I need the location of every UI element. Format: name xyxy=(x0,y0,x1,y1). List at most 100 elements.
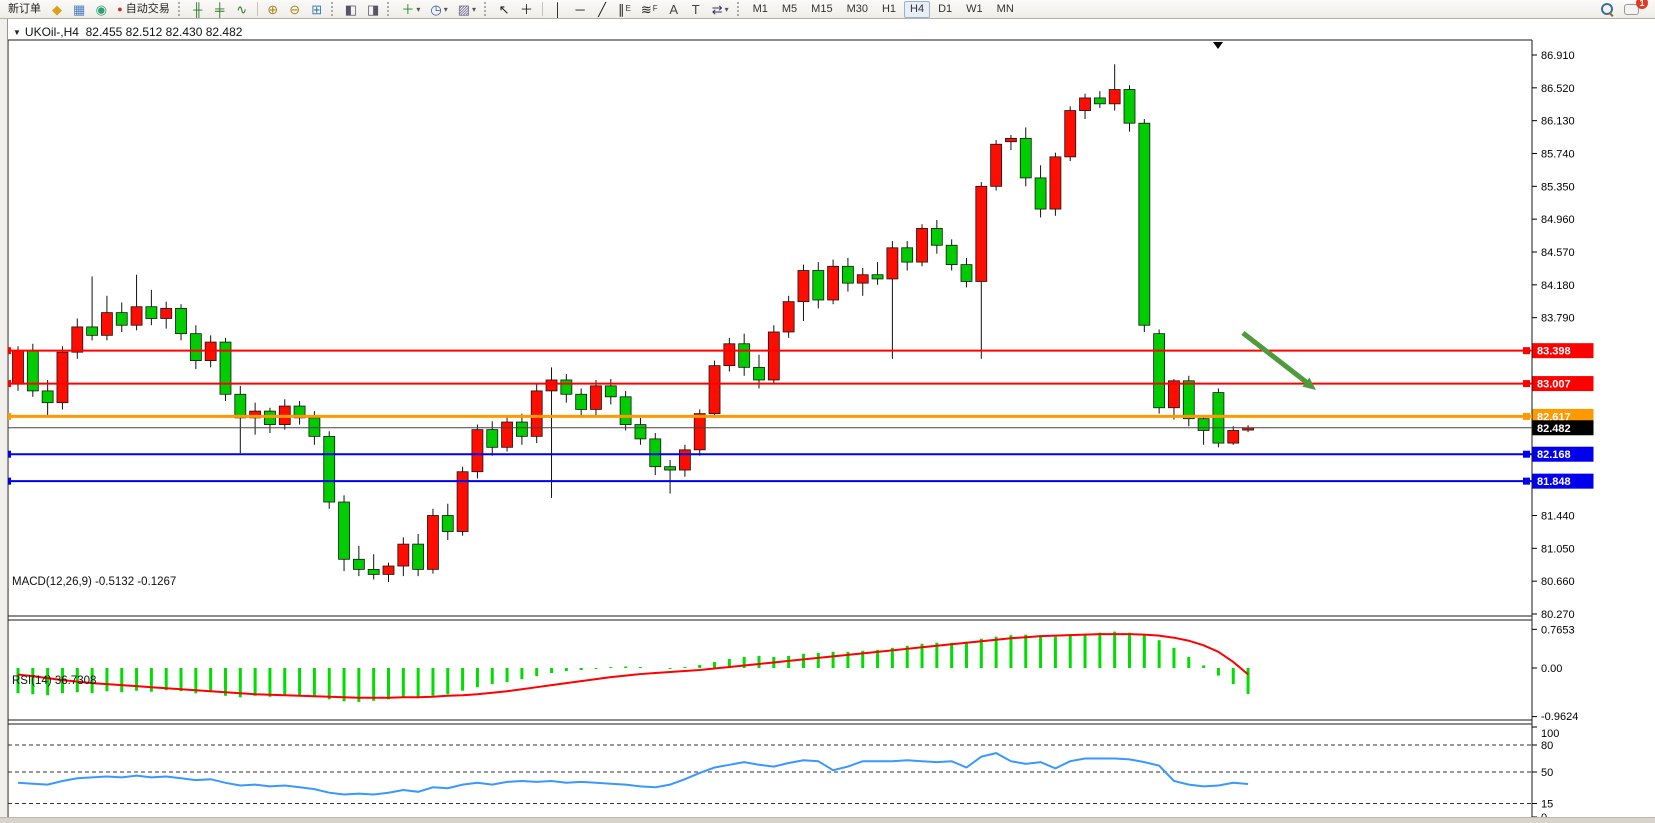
auto-scroll-icon: ◧ xyxy=(344,1,358,17)
chart-shift-button[interactable]: ◨ xyxy=(363,1,383,18)
rsi-tick-label: 100 xyxy=(1541,728,1559,740)
channel-icon: ∥ xyxy=(618,1,625,17)
zoom-out-icon: ⊖ xyxy=(289,1,301,17)
candles-layer xyxy=(12,64,1254,583)
new-chart-icon: ＋ xyxy=(401,1,415,17)
tf-h4[interactable]: H4 xyxy=(904,0,931,18)
shift-marker-icon xyxy=(1213,42,1223,49)
text-button[interactable]: A xyxy=(664,1,684,18)
label-icon: T xyxy=(691,1,700,17)
dropdown-arrow-icon[interactable]: ▾ xyxy=(443,4,448,14)
chat-bubble-icon xyxy=(1624,3,1639,15)
autotrading-button-icon: ● xyxy=(117,3,123,14)
price-tick-label: 81.440 xyxy=(1541,511,1575,523)
arrows-button[interactable]: ⇄ ▾ xyxy=(708,1,733,18)
chart-title[interactable]: ▼ UKOil-,H4 82.455 82.512 82.430 82.482 xyxy=(13,25,242,39)
notifications-button[interactable]: 1 xyxy=(1620,0,1648,18)
tf-m30[interactable]: M30 xyxy=(846,2,868,15)
price-badge: 83.398 xyxy=(1537,346,1571,358)
chart-ohlc-quotes: 82.455 82.512 82.430 82.482 xyxy=(85,25,243,39)
candlestick-chart-button[interactable]: ╪ xyxy=(210,1,230,18)
toolbar-grip xyxy=(736,2,741,16)
price-tick-label: 83.790 xyxy=(1541,313,1575,325)
search-icon xyxy=(1601,2,1614,16)
candlestick-chart-icon: ╪ xyxy=(215,1,225,17)
chart-shift-icon: ◨ xyxy=(367,1,380,17)
window-left-edge xyxy=(0,19,8,823)
fibonacci-button[interactable]: ≋ F xyxy=(640,1,658,17)
bar-chart-icon: ╫ xyxy=(193,1,203,17)
tf-d1[interactable]: D1 xyxy=(938,2,953,15)
price-tick-label: 84.570 xyxy=(1541,247,1575,259)
macd-tick-label: 0.00 xyxy=(1541,663,1562,675)
text-icon: A xyxy=(669,1,679,17)
dropdown-arrow-icon[interactable]: ▾ xyxy=(472,4,477,14)
toolbar-separator xyxy=(256,2,258,16)
chart-canvas[interactable]: 86.910 86.520 86.130 85.740 85.350 84.960 84.5… xyxy=(0,19,1655,823)
search-button[interactable] xyxy=(1597,1,1618,18)
toolbar-separator xyxy=(542,2,544,16)
fibonacci-icon: ≋ xyxy=(640,1,652,17)
navigator-icon[interactable]: ◉ xyxy=(91,1,111,18)
zoom-out-button[interactable]: ⊖ xyxy=(285,1,305,18)
price-badge: 81.848 xyxy=(1537,476,1571,488)
macd-tick-label: -0.9624 xyxy=(1541,711,1578,723)
price-tick-label: 86.910 xyxy=(1541,50,1575,62)
label-button[interactable]: T xyxy=(686,1,706,18)
vertical-line-button[interactable]: │ xyxy=(548,1,568,18)
market-watch-icon-icon: ◆ xyxy=(52,1,62,17)
indicators-layer xyxy=(8,631,1532,804)
chart-dropdown-icon[interactable]: ▼ xyxy=(13,28,21,37)
tf-w1[interactable]: W1 xyxy=(966,2,983,15)
line-chart-button[interactable]: ∿ xyxy=(232,1,252,18)
vertical-line-icon: │ xyxy=(553,1,563,17)
price-tick-label: 85.350 xyxy=(1541,181,1575,193)
tf-m5[interactable]: M5 xyxy=(781,2,798,15)
price-tick-label: 86.130 xyxy=(1541,116,1575,128)
toolbar-grip xyxy=(177,2,182,16)
templates-button[interactable]: ▨ ▾ xyxy=(454,1,480,18)
dropdown-arrow-icon[interactable]: ▾ xyxy=(416,4,421,14)
crosshair-icon: ＋ xyxy=(520,1,534,17)
annotations-layer xyxy=(1213,42,1316,390)
crosshair-button[interactable]: ＋ xyxy=(516,1,537,18)
autotrading-button[interactable]: ● 自动交易 xyxy=(113,1,173,18)
dropdown-arrow-icon[interactable]: ▾ xyxy=(724,4,729,14)
data-window-icon[interactable]: ▦ xyxy=(69,1,89,18)
periods-button[interactable]: ◷ ▾ xyxy=(426,1,451,18)
tf-h1[interactable]: H1 xyxy=(881,2,897,15)
price-tick-label: 85.740 xyxy=(1541,148,1575,160)
line-chart-icon: ∿ xyxy=(236,1,248,17)
arrows-icon: ⇄ xyxy=(711,1,723,17)
market-watch-icon[interactable]: ◆ xyxy=(47,1,67,18)
channel-button[interactable]: ∥ E xyxy=(618,1,631,17)
rsi-tick-label: 15 xyxy=(1541,799,1553,811)
trendline-icon: ╱ xyxy=(598,1,606,17)
new-chart-button[interactable]: ＋ ▾ xyxy=(397,1,424,18)
pane-frames xyxy=(7,39,1533,820)
new-order-button[interactable]: 新订单 xyxy=(8,2,41,15)
toolbar-grip xyxy=(330,2,335,16)
horizontal-line-button[interactable]: ─ xyxy=(570,1,590,18)
tile-windows-button[interactable]: ⊞ xyxy=(307,1,327,18)
macd-indicator-label: MACD(12,26,9) -0.5132 -0.1267 xyxy=(12,576,177,588)
trendline-button[interactable]: ╱ xyxy=(592,1,612,18)
cursor-button[interactable]: ↖ xyxy=(494,1,514,18)
tf-m1[interactable]: M1 xyxy=(752,2,768,15)
tf-mn[interactable]: MN xyxy=(996,2,1014,15)
data-window-icon-icon: ▦ xyxy=(73,1,86,17)
window-bottom-edge xyxy=(0,817,1655,823)
toolbar-grip xyxy=(387,2,391,16)
trend-arrow xyxy=(1241,331,1312,387)
axis-layer: 86.910 86.520 86.130 85.740 85.350 84.960 84.5… xyxy=(28,50,1594,823)
zoom-in-button[interactable]: ⊕ xyxy=(263,1,283,18)
bar-chart-button[interactable]: ╫ xyxy=(188,1,208,18)
price-tick-label: 80.660 xyxy=(1541,576,1575,588)
templates-icon: ▨ xyxy=(457,1,471,17)
tf-m15[interactable]: M15 xyxy=(811,2,833,15)
price-badge: 82.482 xyxy=(1537,423,1571,435)
chart-symbol-period: UKOil-,H4 xyxy=(24,25,79,39)
auto-scroll-button[interactable]: ◧ xyxy=(341,1,361,18)
trend-arrow-head xyxy=(1302,377,1316,390)
navigator-icon-icon: ◉ xyxy=(95,1,107,17)
